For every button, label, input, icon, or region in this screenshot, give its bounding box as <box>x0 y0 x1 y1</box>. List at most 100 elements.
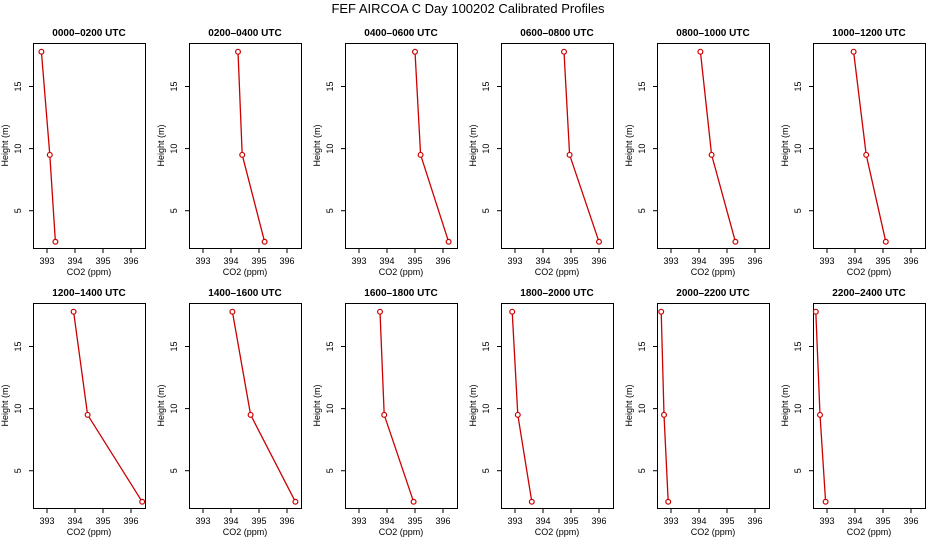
y-tick-label: 5 <box>481 208 491 213</box>
y-axis-label: Height (m) <box>312 384 322 426</box>
panel-title: 0000–0200 UTC <box>52 28 125 39</box>
plot-frame <box>345 43 458 249</box>
panel-1: 0200–0400 UTC 393 394 395 396 CO2 (ppm) 5 10 15 H… <box>156 28 302 277</box>
profile-line <box>40 51 57 242</box>
x-tick-label: 395 <box>407 256 422 266</box>
panel-title: 0400–0600 UTC <box>364 28 437 39</box>
x-tick-label: 393 <box>39 516 54 526</box>
y-tick-label: 15 <box>481 341 491 351</box>
x-tick-label: 393 <box>507 256 522 266</box>
data-point <box>239 151 246 158</box>
y-tick-label: 5 <box>637 208 647 213</box>
x-tick-label: 393 <box>351 516 366 526</box>
x-tick-label: 394 <box>691 256 706 266</box>
y-tick-label: 15 <box>169 341 179 351</box>
plot-frame <box>189 43 302 249</box>
x-tick-label: 394 <box>67 516 82 526</box>
x-tick-label: 395 <box>95 256 110 266</box>
panel-11: 2200–2400 UTC 393 394 395 396 CO2 (ppm) 5 10 15 H… <box>780 288 926 537</box>
y-tick-label: 10 <box>481 144 491 154</box>
y-axis-label: Height (m) <box>0 384 10 426</box>
x-tick-label: 395 <box>563 516 578 526</box>
y-tick-label: 15 <box>793 341 803 351</box>
x-tick-label: 393 <box>39 256 54 266</box>
y-tick-label: 10 <box>169 404 179 414</box>
x-tick-label: 396 <box>591 256 606 266</box>
x-tick-label: 394 <box>535 516 550 526</box>
x-axis-label: CO2 (ppm) <box>67 267 112 277</box>
data-point <box>377 308 384 315</box>
x-tick-label: 394 <box>223 256 238 266</box>
data-point <box>261 238 268 245</box>
data-point <box>509 308 516 315</box>
data-point <box>816 411 823 418</box>
y-tick-label: 10 <box>325 404 335 414</box>
x-tick-label: 396 <box>747 516 762 526</box>
plot-frame <box>657 43 770 249</box>
y-tick-label: 15 <box>325 341 335 351</box>
x-tick-label: 395 <box>719 516 734 526</box>
y-axis-label: Height (m) <box>780 124 790 166</box>
data-point <box>822 498 829 505</box>
data-point <box>665 498 672 505</box>
panel-title: 1600–1800 UTC <box>364 288 437 299</box>
panel-title: 2200–2400 UTC <box>832 288 905 299</box>
y-tick-label: 5 <box>637 468 647 473</box>
panel-title: 0200–0400 UTC <box>208 28 281 39</box>
profile-line <box>815 311 827 502</box>
y-tick-label: 5 <box>13 208 23 213</box>
y-axis-label: Height (m) <box>156 384 166 426</box>
panel-title: 1800–2000 UTC <box>520 288 593 299</box>
panel-title: 2000–2200 UTC <box>676 288 749 299</box>
data-point <box>235 48 242 55</box>
y-tick-label: 10 <box>637 404 647 414</box>
data-point <box>38 48 45 55</box>
data-point <box>52 238 59 245</box>
x-tick-label: 393 <box>663 516 678 526</box>
x-axis-label: CO2 (ppm) <box>379 267 424 277</box>
y-tick-label: 15 <box>481 81 491 91</box>
data-point <box>417 151 424 158</box>
data-point <box>445 238 452 245</box>
x-tick-label: 396 <box>435 256 450 266</box>
plot-frame <box>813 303 926 509</box>
y-tick-label: 10 <box>13 144 23 154</box>
y-tick-label: 5 <box>325 208 335 213</box>
x-axis-label: CO2 (ppm) <box>691 267 736 277</box>
profile-line <box>699 51 737 242</box>
x-tick-label: 396 <box>591 516 606 526</box>
data-point <box>560 48 567 55</box>
x-tick-label: 395 <box>251 516 266 526</box>
x-axis-label: CO2 (ppm) <box>223 267 268 277</box>
y-axis-label: Height (m) <box>468 124 478 166</box>
profile-line <box>660 311 669 502</box>
y-tick-label: 15 <box>637 341 647 351</box>
panel-6: 1200–1400 UTC 393 394 395 396 CO2 (ppm) 5 10 15 H… <box>0 288 146 537</box>
data-point <box>850 48 857 55</box>
data-point <box>660 411 667 418</box>
y-tick-label: 5 <box>169 208 179 213</box>
x-axis-label: CO2 (ppm) <box>691 527 736 537</box>
data-point <box>139 498 146 505</box>
y-tick-label: 10 <box>325 144 335 154</box>
data-point <box>732 238 739 245</box>
data-point <box>410 498 417 505</box>
profile-line <box>379 311 415 503</box>
x-tick-label: 396 <box>903 256 918 266</box>
x-tick-label: 396 <box>123 256 138 266</box>
y-tick-label: 5 <box>13 468 23 473</box>
x-tick-label: 393 <box>195 256 210 266</box>
panel-10: 2000–2200 UTC 393 394 395 396 CO2 (ppm) 5 10 15 H… <box>624 288 770 537</box>
data-point <box>566 151 573 158</box>
x-tick-label: 395 <box>563 256 578 266</box>
x-tick-label: 394 <box>67 256 82 266</box>
panel-title: 0800–1000 UTC <box>676 28 749 39</box>
profile-line <box>511 311 533 502</box>
data-point <box>412 48 419 55</box>
panel-2: 0400–0600 UTC 393 394 395 396 CO2 (ppm) 5 10 15 H… <box>312 28 458 277</box>
data-point <box>863 151 870 158</box>
panel-title: 1200–1400 UTC <box>52 288 125 299</box>
y-axis-label: Height (m) <box>312 124 322 166</box>
panel-0: 0000–0200 UTC 393 394 395 396 CO2 (ppm) 5 10 15 H… <box>0 28 146 277</box>
